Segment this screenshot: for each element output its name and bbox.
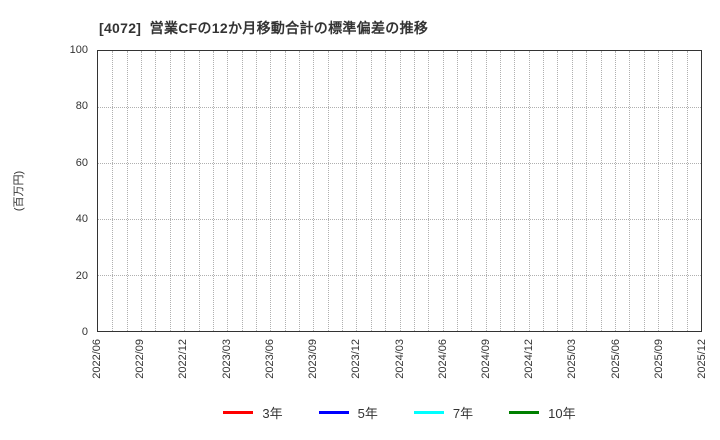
v-gridline xyxy=(313,51,315,331)
legend-item-1: 5年 xyxy=(318,403,378,422)
v-gridline xyxy=(299,51,300,331)
chart-title: [4072] 営業CFの12か月移動合計の標準偏差の推移 xyxy=(99,20,429,36)
v-gridline xyxy=(500,51,501,331)
v-gridline xyxy=(456,51,458,331)
y-tick-label: 0 xyxy=(81,326,88,338)
v-gridline xyxy=(342,51,344,331)
legend: 3年 5年 7年 10年 xyxy=(97,401,702,423)
v-gridline xyxy=(385,51,387,331)
v-gridline xyxy=(442,51,444,331)
v-gridline xyxy=(643,51,645,331)
v-gridline xyxy=(241,51,243,331)
v-gridline xyxy=(155,51,157,331)
x-axis-tick-labels: 2022/06 2022/09 2022/12 2023/03 2023/06 2023/… xyxy=(91,336,708,396)
y-tick-label: 60 xyxy=(75,156,88,169)
v-gridline xyxy=(270,51,272,331)
v-gridline xyxy=(399,51,401,331)
x-tick-label: 2024/06 xyxy=(436,339,449,379)
v-gridline xyxy=(514,51,516,331)
plot-area xyxy=(97,50,702,332)
v-gridline xyxy=(672,51,674,331)
v-gridline xyxy=(600,51,602,331)
v-gridline xyxy=(586,51,588,331)
x-tick-label: 2023/12 xyxy=(350,339,363,379)
v-gridline xyxy=(528,51,530,331)
v-gridline xyxy=(141,51,143,331)
x-tick-label: 2025/12 xyxy=(696,339,708,379)
y-tick-label: 100 xyxy=(69,44,88,56)
v-gridline xyxy=(198,51,200,331)
x-tick-label: 2023/06 xyxy=(263,339,276,379)
v-gridline xyxy=(571,51,573,331)
legend-line-swatch xyxy=(413,410,444,414)
legend-label: 3年 xyxy=(262,405,283,421)
v-gridline xyxy=(255,51,257,331)
v-gridline xyxy=(184,51,186,331)
v-gridline xyxy=(356,51,358,331)
y-tick-label: 20 xyxy=(75,269,88,282)
v-gridline xyxy=(686,51,688,331)
x-tick-label: 2023/03 xyxy=(220,339,233,379)
y-axis-unit-label: (百万円) xyxy=(13,170,25,212)
v-gridline xyxy=(112,51,114,331)
x-tick-label: 2024/03 xyxy=(393,339,406,379)
v-gridline xyxy=(212,51,214,331)
legend-item-0: 3年 xyxy=(223,403,283,422)
x-tick-label: 2022/09 xyxy=(134,339,147,379)
legend-line-swatch xyxy=(223,410,254,414)
v-gridline xyxy=(169,51,171,331)
v-gridline xyxy=(614,51,616,331)
x-tick-label: 2022/12 xyxy=(177,339,190,379)
v-gridline xyxy=(370,51,372,331)
v-gridline xyxy=(413,51,415,331)
legend-line-swatch xyxy=(318,410,349,414)
v-gridline xyxy=(543,51,545,331)
x-tick-label: 2022/06 xyxy=(91,339,103,379)
v-gridline xyxy=(629,51,631,331)
v-gridline xyxy=(284,51,286,331)
x-tick-label: 2024/09 xyxy=(479,339,492,379)
v-gridline xyxy=(126,51,128,331)
v-gridline xyxy=(485,51,487,331)
x-tick-label: 2023/09 xyxy=(307,339,320,379)
v-gridline xyxy=(657,51,659,331)
x-tick-label: 2025/06 xyxy=(609,339,622,379)
v-gridline xyxy=(557,51,559,331)
legend-label: 7年 xyxy=(452,405,474,421)
v-gridline xyxy=(227,51,229,331)
legend-item-2: 7年 xyxy=(413,403,474,422)
v-gridline xyxy=(471,51,473,331)
x-tick-label: 2025/03 xyxy=(566,339,579,379)
legend-line-swatch xyxy=(509,410,540,414)
x-tick-label: 2024/12 xyxy=(523,339,536,379)
v-gridline xyxy=(327,51,329,331)
x-tick-label: 2025/09 xyxy=(652,339,665,379)
y-tick-label: 80 xyxy=(75,100,88,113)
v-gridline xyxy=(428,51,430,331)
legend-label: 5年 xyxy=(357,405,378,421)
y-axis-tick-labels: 0 20 40 60 80 100 xyxy=(50,44,92,338)
legend-item-3: 10年 xyxy=(509,403,576,422)
y-tick-label: 40 xyxy=(75,213,88,226)
legend-label: 10年 xyxy=(548,405,576,421)
